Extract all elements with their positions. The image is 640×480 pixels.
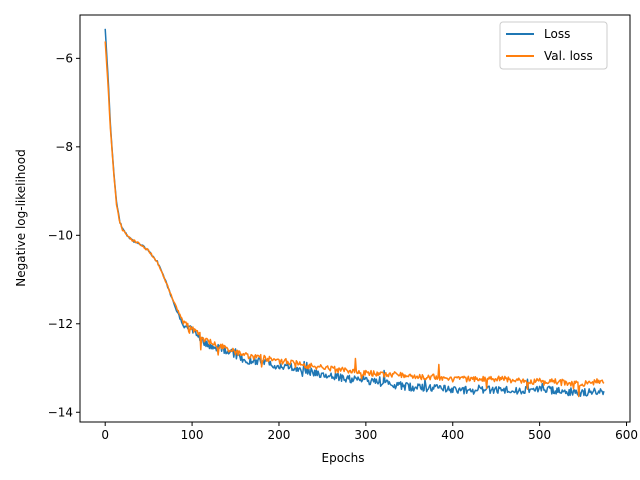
x-axis-label: Epochs — [322, 451, 365, 465]
x-tick-label: 0 — [101, 428, 109, 442]
x-tick-label: 200 — [268, 428, 291, 442]
x-tick-label: 400 — [441, 428, 464, 442]
axes-layer: 0 100 200 300 400 500 600 −6 −8 −10 −12 −14 — [48, 14, 638, 442]
series-line-1 — [104, 41, 605, 398]
x-tick-label: 300 — [354, 428, 377, 442]
y-tick-label: −8 — [55, 140, 73, 154]
x-tick-label: 500 — [528, 428, 551, 442]
y-axis-label: Negative log-likelihood — [14, 149, 28, 286]
plot-frame — [79, 14, 631, 423]
x-tick-label: 100 — [181, 428, 204, 442]
y-tick-label: −6 — [55, 51, 73, 65]
x-tick-label: 600 — [615, 428, 638, 442]
y-tick-label: −12 — [48, 317, 73, 331]
series-layer — [104, 28, 605, 398]
legend: Loss Val. loss — [499, 21, 608, 70]
legend-label: Loss — [544, 27, 570, 41]
y-tick-label: −10 — [48, 228, 73, 242]
legend-label: Val. loss — [544, 49, 593, 63]
y-tick-label: −14 — [48, 405, 73, 419]
